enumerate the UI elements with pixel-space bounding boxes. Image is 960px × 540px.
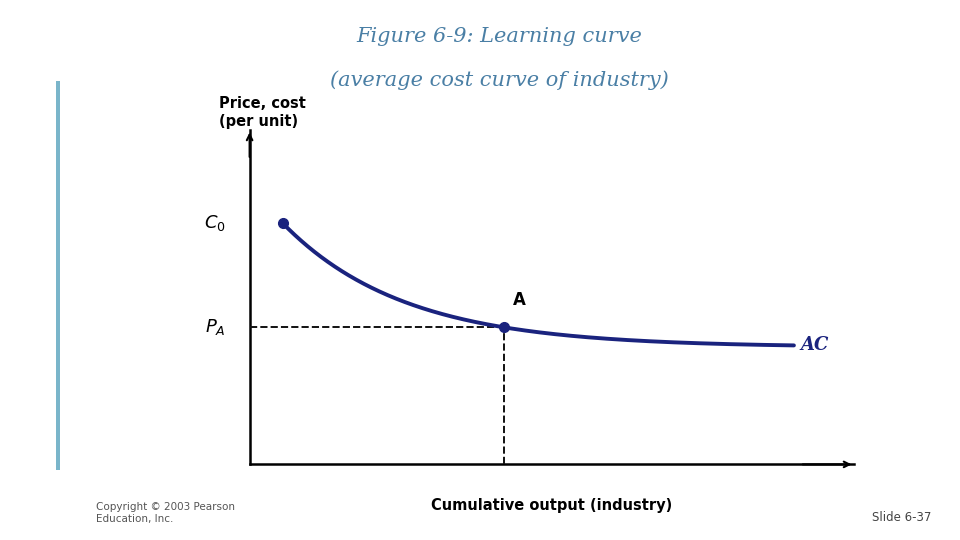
Text: Figure 6-9: Learning curve: Figure 6-9: Learning curve: [356, 27, 642, 46]
Text: Slide 6-37: Slide 6-37: [872, 511, 931, 524]
Text: Copyright © 2003 Pearson
Education, Inc.: Copyright © 2003 Pearson Education, Inc.: [96, 502, 235, 524]
Text: (average cost curve of industry): (average cost curve of industry): [330, 70, 668, 90]
Text: A: A: [513, 291, 525, 309]
Text: Cumulative output (industry): Cumulative output (industry): [431, 498, 673, 513]
Text: AC: AC: [800, 336, 828, 354]
Text: $P_A$: $P_A$: [204, 317, 226, 338]
Text: Price, cost
(per unit): Price, cost (per unit): [219, 96, 306, 129]
Text: $C_0$: $C_0$: [204, 213, 226, 233]
